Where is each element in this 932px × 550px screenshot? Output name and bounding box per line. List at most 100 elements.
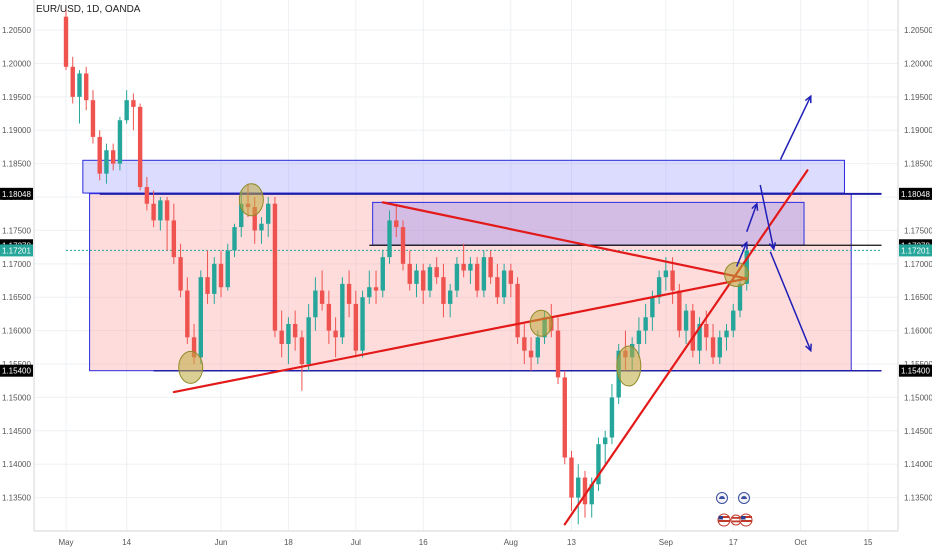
candle [151, 190, 156, 228]
candle [400, 220, 406, 271]
candle-body [704, 323, 709, 338]
candle-body [717, 337, 722, 358]
candle [232, 223, 237, 258]
candle [299, 330, 305, 391]
candle-body [576, 477, 581, 498]
candle-body [90, 100, 96, 137]
candle-body [124, 100, 129, 121]
price-badge-bg [0, 187, 33, 200]
arrow-head [740, 240, 748, 250]
candle-body [670, 270, 675, 291]
x-tick-label: 13 [567, 538, 576, 547]
candle [306, 303, 311, 371]
y-tick-label-left: 1.13500 [2, 494, 31, 503]
candle [522, 323, 527, 365]
candle [212, 257, 217, 304]
trendlines [172, 169, 809, 526]
candle [596, 437, 601, 491]
candle [158, 197, 163, 231]
y-tick-label-right: 1.13500 [904, 494, 932, 503]
candle [656, 270, 662, 304]
candle [63, 6, 69, 71]
candle [84, 66, 89, 111]
y-tick-label-left: 1.19500 [2, 93, 31, 102]
candle [576, 464, 581, 525]
candle-body [555, 330, 561, 378]
y-tick-label-right: 1.16500 [904, 293, 932, 302]
y-tick-label-left: 1.18500 [2, 160, 31, 169]
price-badge-right: 1.15400 [899, 364, 932, 377]
candle-body [737, 283, 743, 311]
candle [77, 70, 82, 124]
candle-body [603, 437, 608, 445]
event-icons[interactable] [716, 492, 753, 527]
candle-body [562, 377, 567, 458]
candle [346, 270, 352, 318]
candle-body [724, 330, 729, 338]
candle [313, 277, 318, 331]
arrow-head [751, 202, 759, 211]
candle [225, 243, 230, 291]
arrow-shaft [759, 184, 775, 250]
candle-body [394, 220, 399, 228]
y-tick-label-right: 1.17000 [904, 260, 932, 269]
y-tick-label-left: 1.14500 [2, 427, 31, 436]
candle-body [710, 337, 716, 358]
candle [724, 323, 729, 351]
pivot-ellipse-4 [616, 345, 642, 387]
candle-body [508, 270, 514, 284]
arrow-shaft [735, 242, 748, 267]
candle-body [266, 203, 271, 224]
candle-body [683, 310, 689, 331]
candle-body [474, 263, 480, 291]
price-badge-label: 1.17201 [901, 246, 930, 255]
candle [110, 143, 116, 171]
candle-body [131, 100, 136, 107]
x-tick-label: 14 [122, 538, 131, 547]
candle [124, 90, 129, 124]
candle-body [495, 277, 500, 298]
candle-body [185, 290, 190, 338]
candle-body [63, 16, 69, 67]
candle [434, 257, 439, 284]
upper-resistance-zone [82, 159, 845, 194]
candle-body [198, 277, 203, 358]
arrow-up-3 [779, 94, 812, 160]
candle-body [461, 263, 466, 271]
candle-body [427, 267, 433, 291]
candle [555, 317, 561, 385]
chart-horizontal-lines [66, 192, 882, 372]
candle [218, 250, 224, 298]
candle [454, 257, 460, 298]
arrow-shaft [779, 95, 812, 160]
price-badge-left: 1.15400 [0, 364, 33, 377]
candle [144, 177, 150, 211]
candle [495, 263, 500, 304]
y-tick-label-right: 1.20500 [904, 26, 932, 35]
candle-body [326, 303, 332, 331]
candle-body [367, 287, 372, 298]
y-tick-label-left: 1.17000 [2, 260, 31, 269]
x-tick-label: 15 [864, 538, 873, 547]
y-tick-label-left: 1.14000 [2, 460, 31, 469]
candle-body [151, 203, 156, 221]
candle [286, 317, 291, 365]
price-badge-left: 1.17201 [0, 244, 33, 257]
candle-body [380, 257, 385, 291]
y-tick-label-left: 1.19000 [2, 126, 31, 135]
candle-body [84, 73, 89, 101]
pivot-markers [178, 183, 750, 387]
candle-body [447, 290, 453, 304]
x-tick-label: Jul [351, 538, 361, 547]
candle [340, 277, 345, 344]
candle [717, 330, 722, 365]
candle-body [522, 337, 527, 351]
candle [131, 93, 136, 131]
candle-body [164, 200, 170, 221]
candle-body [535, 337, 540, 358]
candle [205, 250, 210, 304]
price-badge-label: 1.18048 [2, 190, 31, 199]
candle [171, 203, 177, 264]
